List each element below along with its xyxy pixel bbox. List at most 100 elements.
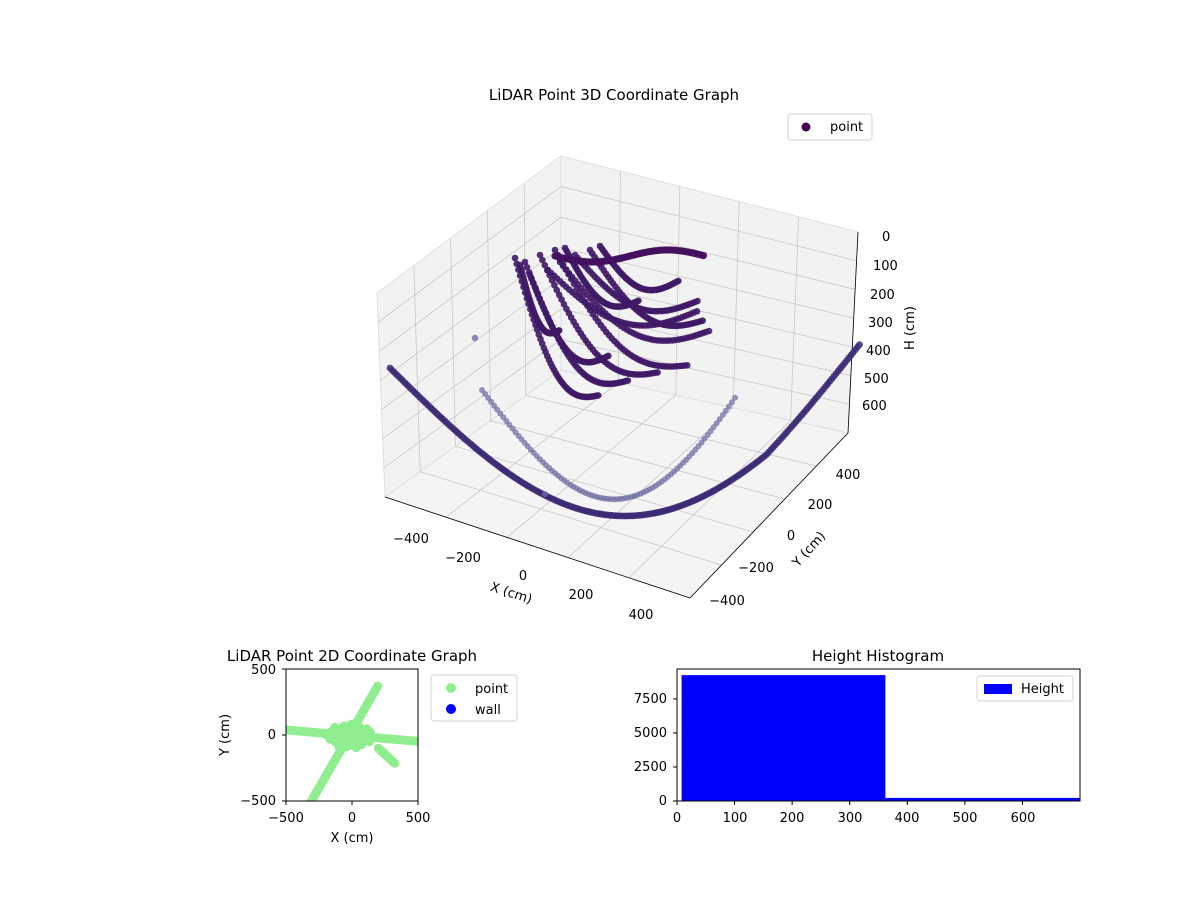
y-tick-400: 400	[836, 468, 861, 483]
grid-back-h	[560, 186, 857, 262]
grid-back-v	[790, 216, 799, 421]
grid-left-v	[487, 210, 491, 421]
legend-3d: point	[787, 113, 873, 141]
z-tick-0: 0	[882, 230, 890, 245]
grid-back-v	[732, 201, 740, 408]
x2d-tick-m500: −500	[268, 811, 304, 826]
legend-2d-point-label: point	[475, 682, 508, 697]
grid-floor-y	[455, 445, 754, 533]
hy-tick-7500: 7500	[634, 692, 667, 707]
chart-3d-title: LiDAR Point 3D Coordinate Graph	[489, 86, 739, 104]
point-3d	[539, 256, 546, 264]
legend-histogram-frame	[976, 675, 1074, 702]
y2d-tick-0: 0	[268, 728, 276, 743]
chart-2d: LiDAR Point 2D Coordinate Graph −500 0 5…	[218, 647, 518, 846]
x2d-axis-label: X (cm)	[331, 831, 374, 846]
grid-back-v	[675, 186, 681, 396]
point-2d	[346, 719, 356, 729]
point-2d	[307, 800, 311, 801]
point-3d	[635, 297, 642, 305]
y-tick-m400: −400	[709, 594, 745, 609]
legend-3d-label: point	[830, 120, 863, 135]
z-tick-300: 300	[868, 316, 893, 331]
histogram-y-ticks: 0 2500 5000 7500	[634, 692, 667, 809]
histogram-title: Height Histogram	[812, 647, 944, 665]
y-tick-200: 200	[808, 498, 833, 513]
y-axis-ticks: −400 −200 0 200 400	[709, 468, 860, 609]
ticks-2d	[282, 668, 419, 805]
grid-floor-x	[628, 420, 791, 579]
x-tick-0: 0	[519, 569, 527, 584]
point-3d	[471, 334, 479, 342]
point-3d	[713, 420, 720, 427]
point-2d	[332, 727, 342, 736]
grid-left-v	[413, 265, 421, 472]
chart-histogram: Height Histogram 0 100 200 300 400 500 6…	[634, 647, 1081, 826]
point-3d	[856, 341, 863, 348]
point-3d	[595, 392, 602, 399]
point-3d	[693, 308, 701, 315]
histogram-bars	[681, 675, 1080, 801]
legend-histogram-label: Height	[1021, 682, 1064, 697]
hx-tick-0: 0	[673, 811, 681, 826]
point-3d	[694, 297, 701, 305]
x-axis-line	[384, 496, 691, 599]
z-axis-ticks: 0 100 200 300 400 500 600	[862, 230, 898, 414]
hx-tick-400: 400	[895, 811, 920, 826]
legend-2d-wall-label: wall	[475, 703, 501, 718]
grid-floor-y	[490, 420, 785, 500]
z-tick-600: 600	[862, 399, 887, 414]
point-2d	[357, 731, 367, 741]
z-axis-label: H (cm)	[903, 306, 918, 350]
point-3d	[728, 399, 735, 406]
y2d-tick-500: 500	[251, 663, 276, 678]
legend-histogram-swatch	[984, 684, 1012, 694]
point-3d	[542, 491, 548, 497]
grid-3d	[377, 171, 859, 599]
frame-histogram	[676, 668, 1081, 802]
x-tick-m400: −400	[393, 532, 429, 547]
point-3d	[675, 277, 682, 285]
y-tick-0: 0	[787, 529, 795, 544]
histogram-x-ticks: 0 100 200 300 400 500 600	[673, 811, 1036, 826]
grid-back-h	[560, 216, 856, 290]
point-3d	[605, 352, 612, 360]
z-tick-100: 100	[873, 259, 898, 274]
point-3d	[725, 403, 732, 410]
point-2d	[355, 722, 365, 732]
point-2d	[338, 736, 348, 745]
grid-left-h	[377, 186, 562, 323]
x-tick-400: 400	[629, 608, 654, 623]
point-3d	[536, 251, 544, 259]
point-3d	[624, 377, 632, 384]
point-3d	[705, 327, 713, 335]
hx-tick-500: 500	[953, 811, 978, 826]
grid-left-h	[379, 216, 562, 352]
legend-2d-point-marker	[446, 683, 456, 693]
hx-tick-300: 300	[838, 811, 863, 826]
point-3d	[654, 369, 661, 376]
hx-tick-600: 600	[1011, 811, 1036, 826]
hy-tick-0: 0	[659, 794, 667, 809]
x-axis-label: X (cm)	[488, 580, 534, 608]
grid-left-v	[450, 238, 456, 447]
legend-3d-frame	[787, 113, 873, 141]
y2d-tick-m500: −500	[240, 794, 276, 809]
point-3d	[551, 281, 558, 289]
grid-floor-x	[506, 394, 677, 538]
point-2d	[344, 727, 354, 737]
x-tick-200: 200	[569, 588, 594, 603]
point-2d	[415, 737, 418, 746]
point-3d	[716, 416, 723, 423]
point-3d	[511, 254, 519, 262]
grid-left-h	[382, 308, 562, 440]
legend-histogram: Height	[976, 675, 1074, 702]
z-axis-line	[847, 231, 859, 434]
hy-tick-5000: 5000	[634, 726, 667, 741]
point-3d	[699, 252, 708, 260]
chart-3d: LiDAR Point 3D Coordinate Graph 0 100 20…	[376, 86, 918, 623]
histogram-tick-marks	[673, 698, 1023, 805]
point-3d	[523, 264, 531, 271]
y-tick-m200: −200	[738, 561, 774, 576]
